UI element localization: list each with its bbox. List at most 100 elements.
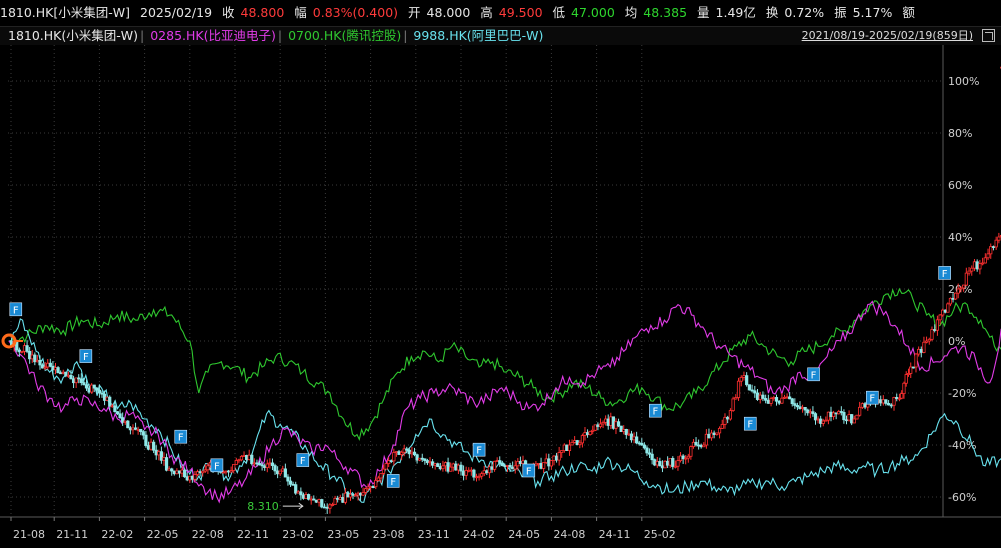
event-marker-box[interactable] [9, 302, 23, 317]
candle-body [889, 404, 893, 407]
candle-body [79, 378, 83, 384]
candle-body [655, 461, 659, 466]
candle-body [962, 284, 966, 289]
symbol[interactable]: 1810.HK[小米集团-W] [0, 5, 131, 20]
candle-body [394, 451, 399, 454]
x-tick-label: 22-05 [147, 528, 179, 541]
candle-body [451, 463, 455, 468]
candle-body [487, 466, 492, 474]
legend-tencent[interactable]: 0700.HK(腾讯控股) [288, 28, 402, 43]
event-marker-box[interactable] [296, 453, 310, 467]
candle-body [226, 470, 231, 473]
candle-body [237, 459, 241, 462]
candle-body [734, 397, 738, 400]
amplitude-label: 振 [834, 5, 847, 20]
candle-body [547, 458, 551, 467]
candle-body [474, 476, 479, 479]
candle-body [110, 405, 114, 408]
candle-body [428, 461, 432, 464]
turnover-value: 0.72% [784, 5, 825, 20]
candle-body [92, 384, 96, 389]
legend-xiaomi[interactable]: 1810.HK(小米集团-W) [8, 28, 139, 43]
candle-body [826, 411, 831, 421]
candle-body [500, 462, 504, 467]
event-marker-box[interactable] [174, 429, 188, 444]
candle-body [852, 418, 856, 424]
candle-body [407, 449, 411, 455]
event-marker-box[interactable] [79, 349, 93, 363]
candle-body [788, 396, 792, 400]
candle-body [689, 446, 693, 457]
candle-body [260, 464, 264, 467]
candle-body [892, 397, 896, 406]
candle-body [972, 261, 977, 269]
event-marker-label: F [178, 433, 184, 444]
candle-body [95, 387, 99, 391]
candle-body [159, 451, 163, 461]
candle-body [299, 491, 303, 496]
candle-body [255, 462, 259, 465]
event-marker-box[interactable] [210, 458, 224, 473]
event-marker-label: F [811, 370, 817, 381]
event-marker-box[interactable] [472, 442, 486, 457]
candle-body [573, 440, 577, 443]
candle-body [224, 470, 228, 473]
low-label: 低 [552, 5, 566, 20]
candle-body [609, 416, 613, 426]
candle-body [758, 394, 762, 400]
candle-body [616, 421, 621, 427]
candle-body [472, 469, 476, 478]
candle-body [405, 448, 409, 451]
candle-body [994, 239, 998, 248]
legend-alibaba[interactable]: 9988.HK(阿里巴巴-W) [413, 28, 544, 43]
event-marker-box[interactable] [522, 463, 536, 478]
candle-body [753, 390, 757, 394]
candle-body [247, 454, 251, 460]
event-marker: F [79, 349, 93, 363]
candle-body [761, 394, 765, 399]
event-marker-box[interactable] [386, 474, 400, 488]
series-candles-xiaomi [9, 232, 1001, 514]
legend-byd-electronic[interactable]: 0285.HK(比亚迪电子) [150, 28, 276, 43]
candle-body [25, 345, 29, 352]
candle-body [774, 397, 779, 402]
candle-body [591, 429, 595, 432]
candle-body [704, 433, 708, 446]
event-marker-box[interactable] [866, 390, 879, 405]
candle-body [242, 454, 246, 457]
candle-body [844, 419, 849, 422]
candle-body [48, 362, 52, 367]
expand-icon[interactable] [982, 29, 995, 42]
candle-body [570, 441, 574, 446]
event-marker-box[interactable] [807, 367, 820, 382]
candle-body [964, 272, 968, 286]
candle-body [632, 436, 636, 441]
candle-body [131, 427, 135, 431]
candle-body [580, 435, 584, 444]
candle-body [108, 396, 112, 407]
candle-body [959, 287, 963, 290]
candle-body [914, 353, 918, 368]
candle-body [627, 433, 631, 436]
candle-body [521, 460, 525, 465]
candle-body [221, 471, 225, 474]
candle-body [948, 297, 953, 305]
candle-body [490, 466, 494, 470]
event-marker-box[interactable] [743, 416, 757, 431]
candle-body [516, 461, 520, 467]
event-marker-box[interactable] [938, 266, 951, 280]
candle-body [152, 441, 156, 451]
candle-body [64, 371, 68, 377]
candle-body [229, 470, 233, 473]
candle-body [647, 452, 652, 455]
event-marker-box[interactable] [649, 403, 662, 418]
date-range-link[interactable]: 2021/08/19-2025/02/19(859日) [801, 29, 973, 42]
candle-body [35, 359, 40, 363]
candle-body [118, 413, 122, 419]
comparison-chart[interactable]: 100% 80% 60% 40% 20% 0% -20% -40% -60% 21-08 21-11… [0, 45, 1001, 548]
candle-body [831, 412, 836, 418]
high-label: 高 [480, 5, 493, 20]
candle-body [392, 452, 396, 462]
candle-body [38, 359, 42, 366]
amplitude-value: 5.17% [852, 5, 893, 20]
